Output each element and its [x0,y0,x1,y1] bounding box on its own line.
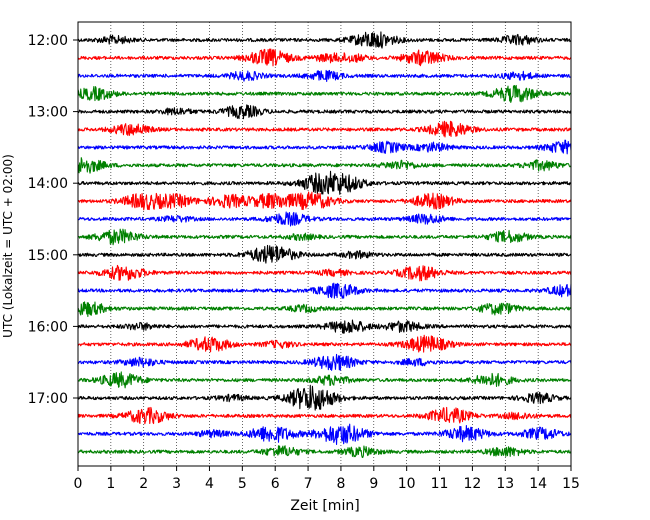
x-tick-label: 6 [271,476,280,492]
x-tick-label: 10 [398,476,416,492]
x-tick-label: 0 [74,476,83,492]
x-tick-label: 11 [431,476,449,492]
trace-line [77,384,572,411]
trace-line [77,301,572,317]
x-tick-label: 4 [205,476,214,492]
x-tick-label: 8 [336,476,345,492]
y-tick-label: 14:00 [28,176,68,192]
trace-line [77,228,572,246]
x-tick-label: 1 [106,476,115,492]
x-tick-label: 7 [304,476,313,492]
trace-line [77,353,572,371]
trace-line [77,139,572,155]
trace-line [77,191,572,211]
trace-line [77,445,572,459]
trace-line [77,244,572,264]
y-tick-label: 17:00 [28,391,68,407]
y-axis-ticks: 12:00 13:00 14:00 15:00 16:00 17:00 [28,33,78,407]
x-tick-label: 14 [529,476,547,492]
x-axis-label: Zeit [min] [290,498,359,514]
x-tick-label: 3 [172,476,181,492]
trace-line [77,84,572,103]
y-tick-label: 12:00 [28,33,68,49]
trace-line [77,282,572,299]
y-axis-label: UTC (Lokalzeit = UTC + 02:00) [1,154,15,338]
trace-line [77,69,572,83]
trace-line [77,371,572,389]
x-tick-label: 13 [496,476,514,492]
x-tick-label: 12 [463,476,481,492]
y-tick-label: 15:00 [28,248,68,264]
x-tick-label: 5 [238,476,247,492]
trace-line [77,48,572,67]
trace-line [77,423,572,445]
trace-line [77,170,572,195]
y-tick-label: 16:00 [28,319,68,335]
x-tick-label: 15 [562,476,580,492]
trace-line [77,31,572,49]
plot-frame [77,21,572,467]
trace-line [77,406,572,425]
x-tick-label: 9 [369,476,378,492]
trace-line [77,157,572,174]
trace-line [77,211,572,227]
trace-line [77,264,572,282]
seismic-traces [77,31,572,459]
trace-line [77,334,572,353]
y-tick-label: 13:00 [28,105,68,121]
trace-line [77,120,572,138]
x-tick-label: 2 [139,476,148,492]
x-axis-ticks: 0 1 2 3 4 5 6 7 8 9 10 11 12 13 14 15 [74,466,580,492]
trace-line [77,104,572,120]
trace-line [77,319,572,334]
